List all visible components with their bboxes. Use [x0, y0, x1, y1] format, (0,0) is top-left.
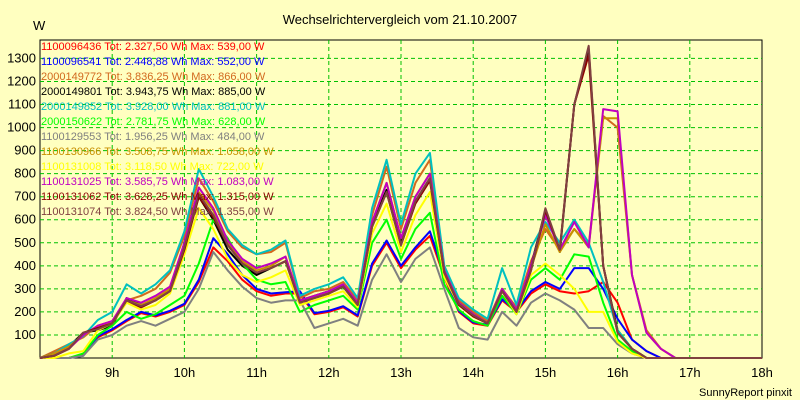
legend-entry-1: 1100096436 Tot: 2.327,50 Wh Max: 539,00 … — [41, 41, 265, 53]
series-line-10 — [39, 108, 762, 359]
x-tick-label: 17h — [679, 365, 701, 380]
legend-entry-6: 2000150622 Tot: 2.781,75 Wh Max: 628,00 … — [41, 116, 266, 128]
legend-entry-11: 1100131062 Tot: 3.628,25 Wh Max: 1.315,0… — [41, 191, 274, 203]
x-tick-label: 12h — [318, 365, 340, 380]
y-tick-label: 200 — [14, 304, 36, 319]
legend-entry-12: 1100131074 Tot: 3.824,50 Wh Max: 1.355,0… — [41, 206, 274, 218]
x-tick-labels: 9h 10h 11h 12h 13h 14h 15h 16h 17h 18h — [105, 365, 773, 380]
series-lines — [39, 44, 762, 359]
series-line-12 — [39, 44, 762, 359]
y-tick-label: 1200 — [7, 73, 36, 88]
legend-entry-7: 1100129553 Tot: 1.956,25 Wh Max: 484,00 … — [41, 131, 265, 143]
legend-entry-3: 2000149772 Tot: 3.836,25 Wh Max: 866,00 … — [41, 71, 266, 83]
chart-title: Wechselrichtervergleich vom 21.10.2007 — [283, 12, 518, 27]
y-tick-label: 1300 — [7, 50, 36, 65]
y-tick-labels: 100 200 300 400 500 600 700 800 900 1000 1100 1200 1… — [7, 50, 36, 342]
y-tick-label: 100 — [14, 327, 36, 342]
legend-entry-9: 1100131008 Tot: 3.118,50 Wh Max: 722,00 … — [41, 161, 264, 173]
y-tick-label: 1000 — [7, 120, 36, 135]
legend-entry-5: 2000149852 Tot: 3.928,00 Wh Max: 881,00 … — [41, 101, 266, 113]
legend-entry-2: 1100096541 Tot: 2.448,88 Wh Max: 552,00 … — [41, 56, 265, 68]
y-tick-label: 600 — [14, 212, 36, 227]
legend-entry-4: 2000149801 Tot: 3.943,75 Wh Max: 885,00 … — [41, 86, 266, 98]
x-tick-label: 11h — [246, 365, 267, 380]
y-tick-label: 1100 — [8, 97, 36, 112]
legend-entry-10: 1100131025 Tot: 3.585,75 Wh Max: 1.083,0… — [41, 176, 274, 188]
y-tick-label: 400 — [14, 258, 36, 273]
x-tick-label: 9h — [105, 365, 119, 380]
y-tick-label: 300 — [14, 281, 36, 296]
x-tick-label: 14h — [462, 365, 484, 380]
series-line-2 — [40, 230, 762, 359]
legend: 1100096436 Tot: 2.327,50 Wh Max: 539,00 … — [41, 41, 274, 218]
x-tick-label: 15h — [535, 365, 557, 380]
y-tick-label: 800 — [14, 166, 36, 181]
y-axis-label: W — [33, 18, 46, 33]
legend-entry-8: 1100130966 Tot: 3.508,75 Wh Max: 1.058,0… — [41, 146, 274, 158]
y-tick-label: 700 — [14, 189, 36, 204]
series-line-9 — [40, 191, 762, 359]
y-tick-label: 500 — [14, 235, 36, 250]
x-tick-label: 16h — [607, 365, 629, 380]
x-tick-label: 18h — [751, 365, 773, 380]
y-tick-label: 900 — [14, 143, 36, 158]
x-tick-label: 10h — [174, 365, 196, 380]
footer-credit: SunnyReport pinxit — [699, 387, 792, 399]
x-tick-label: 13h — [390, 365, 412, 380]
